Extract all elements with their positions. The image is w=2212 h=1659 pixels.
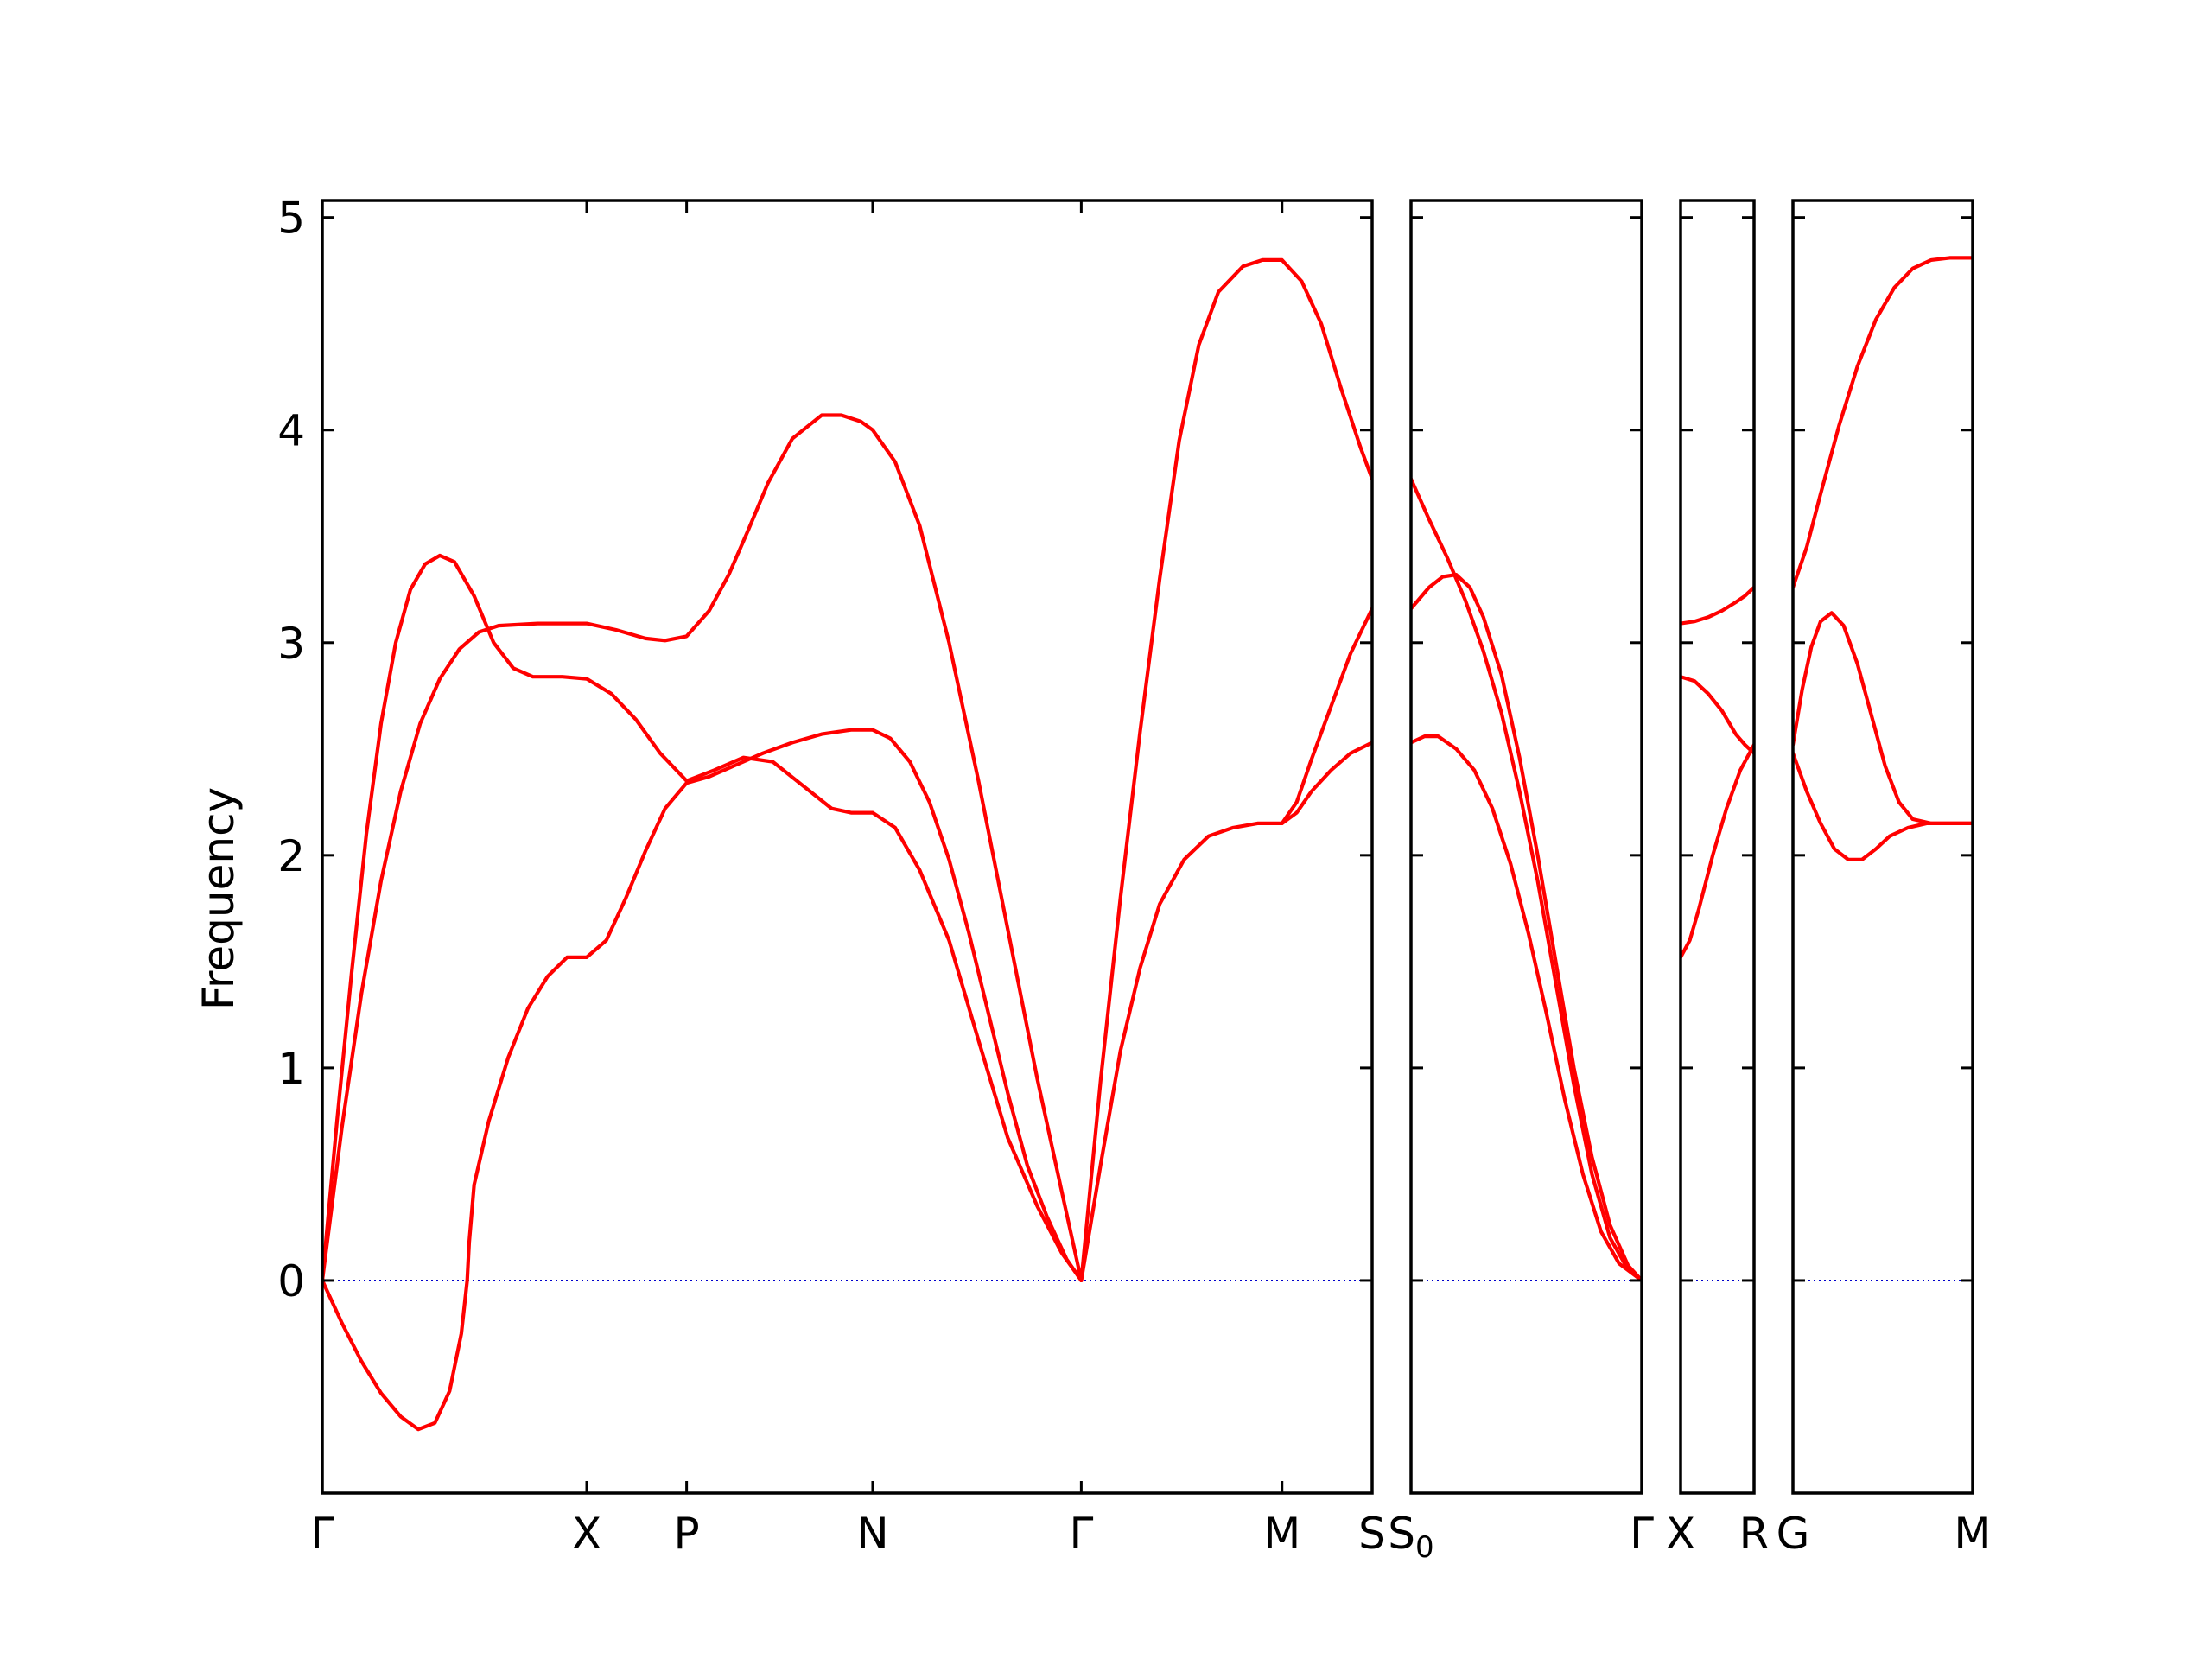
band-curves	[1411, 477, 1642, 1282]
y-tick-label: 3	[277, 619, 305, 669]
y-tick-label: 1	[277, 1044, 305, 1094]
x-tick-label: M	[1954, 1509, 1991, 1559]
y-tick-label: 0	[277, 1256, 305, 1306]
band-line-1	[322, 728, 1084, 1432]
x-tick-label: S0	[1388, 1509, 1433, 1565]
band-line-6	[1280, 607, 1372, 825]
band-line-5	[1079, 257, 1372, 1282]
x-tick-label: X	[1666, 1509, 1695, 1559]
band-curves	[1681, 585, 1754, 959]
x-tick-label: Γ	[1069, 1509, 1093, 1559]
band-line-3	[1411, 573, 1642, 1282]
x-tick-label: M	[1263, 1509, 1300, 1559]
band-line-2	[1411, 477, 1642, 1282]
x-tick-label: S	[1358, 1509, 1386, 1559]
panel-frame	[1409, 199, 1643, 1495]
band-line-2	[322, 413, 1084, 1282]
band-line-1	[1411, 734, 1642, 1282]
band-line-3	[1681, 742, 1754, 959]
panel-frame	[1791, 199, 1974, 1495]
band-line-3	[322, 553, 1084, 1282]
band-curves	[322, 257, 1372, 1432]
x-tick-label: Γ	[310, 1509, 334, 1559]
y-tick-label: 5	[277, 194, 305, 244]
panel-1: 0 1 2 3 4 5 Γ X P N Γ M S	[277, 194, 1386, 1559]
band-line-2	[1793, 611, 1973, 825]
x-tick-label: G	[1777, 1509, 1810, 1559]
y-tick-label: 2	[277, 831, 305, 881]
panel-2: S0 Γ	[1388, 199, 1654, 1565]
x-tick-label: Γ	[1630, 1509, 1654, 1559]
band-line-1	[1681, 585, 1754, 626]
x-tick-label: R	[1739, 1509, 1770, 1559]
y-axis-label: Frequency	[194, 787, 244, 1010]
x-tick-label: P	[674, 1509, 700, 1559]
band-line-4	[1079, 741, 1372, 1282]
band-curves	[1793, 256, 1973, 861]
x-tick-label: X	[572, 1509, 601, 1559]
x-tick-label: N	[856, 1509, 888, 1559]
band-line-2	[1681, 675, 1754, 755]
band-line-1	[1793, 256, 1973, 589]
band-line-3	[1793, 751, 1973, 861]
y-tick-label: 4	[277, 406, 305, 456]
panel-frame	[321, 199, 1374, 1495]
x-tick-label-subscript: 0	[1415, 1530, 1434, 1565]
panel-frame	[1679, 199, 1756, 1495]
